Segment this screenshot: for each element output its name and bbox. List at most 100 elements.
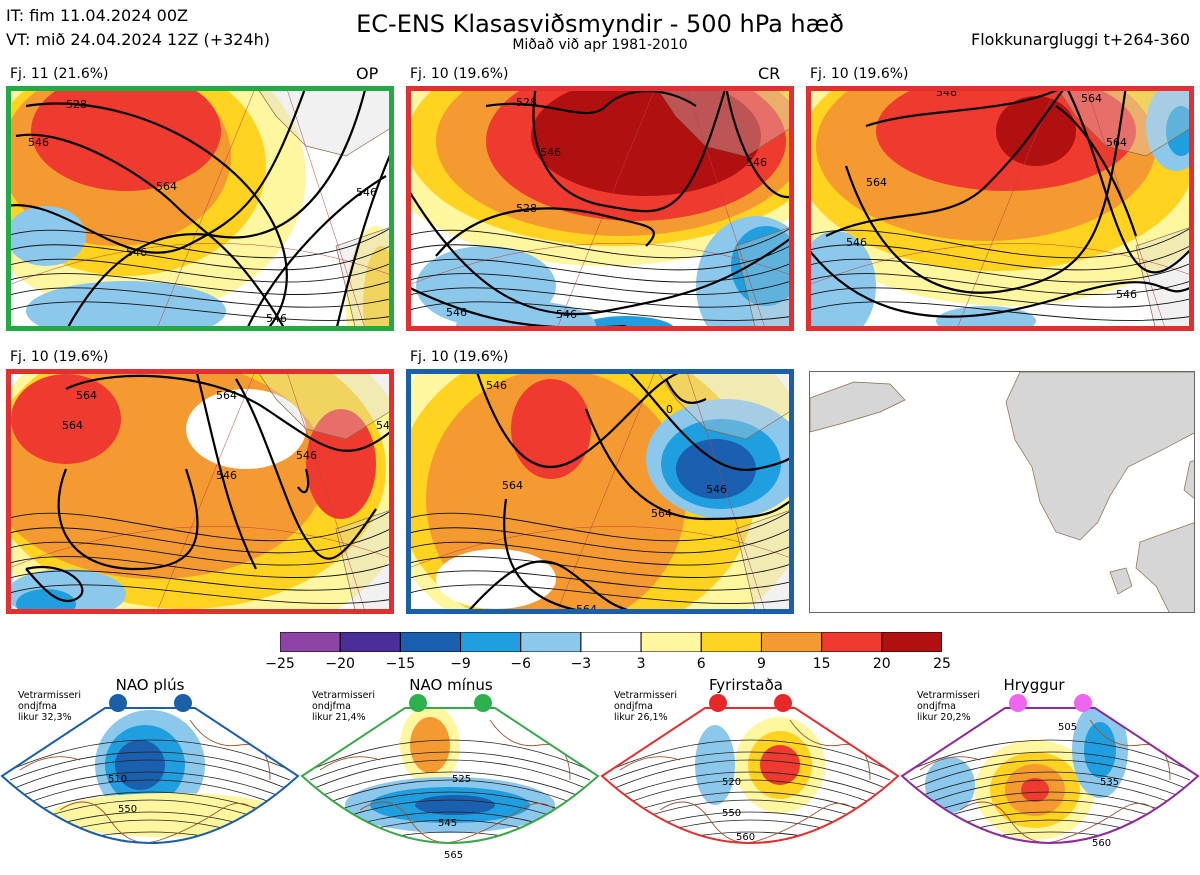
anomaly-area-7 bbox=[16, 589, 76, 614]
cluster-map-3: 546 564 546 564 546 564 bbox=[806, 86, 1194, 331]
panel-border bbox=[6, 86, 394, 331]
land-outline bbox=[255, 369, 394, 614]
land-outline bbox=[1055, 86, 1194, 331]
regime-marker-right bbox=[474, 694, 492, 712]
regime-svg-2: 525 545 565 bbox=[300, 694, 600, 861]
contour-line-5 bbox=[665, 378, 707, 405]
contour-line-1 bbox=[844, 86, 1128, 294]
colorbar-label-6: 3 bbox=[636, 656, 646, 672]
contour-line-5 bbox=[1055, 105, 1138, 237]
regime-svg-3: 520 550 560 bbox=[600, 694, 900, 844]
colorbar-label-10: 20 bbox=[872, 656, 891, 672]
regime-3-title: Fyrirstaða bbox=[709, 676, 783, 694]
contour-label-2: 546 bbox=[216, 469, 237, 482]
regime-contour-label-2: 565 bbox=[444, 850, 463, 861]
height-contours: 528 546 564 546 546 546 bbox=[6, 86, 394, 331]
colorbar-label-3: −9 bbox=[450, 656, 471, 672]
thin-contours bbox=[6, 508, 394, 604]
regime-1-info: Vetrarmisseri ondjfma likur 32,3% bbox=[18, 690, 81, 723]
anomaly-area-5 bbox=[26, 281, 226, 331]
colorbar-label-4: −6 bbox=[510, 656, 532, 672]
colorbar-label-1: −20 bbox=[325, 656, 355, 672]
panel-border bbox=[406, 369, 794, 614]
contour-line-2 bbox=[25, 566, 84, 603]
panel-3-label: Fj. 10 (19.6%) bbox=[810, 66, 909, 82]
regime-contour-label-1: 550 bbox=[118, 804, 137, 815]
panel-5-label: Fj. 10 (19.6%) bbox=[410, 349, 509, 365]
colorbar-swatch-6 bbox=[640, 631, 702, 653]
colorbar-labels: −25 −20 −15 −9 −6 −3 3 6 9 15 20 25 bbox=[0, 656, 1200, 676]
contour-label-2: 546 bbox=[706, 483, 727, 496]
colorbar-swatch-8 bbox=[760, 631, 823, 653]
regime-contour-label-2: 560 bbox=[736, 832, 755, 843]
cluster-map-1: 528 546 564 546 546 546 bbox=[6, 86, 394, 331]
regime-marker-left bbox=[109, 694, 127, 712]
contour-label-2: 528 bbox=[516, 202, 537, 215]
regime-contour-label-0: 505 bbox=[1058, 722, 1077, 733]
anomaly-area-3 bbox=[511, 379, 591, 479]
panel-svg-2: 528 546 528 546 546 546 bbox=[406, 86, 794, 331]
regime-anomaly-7 bbox=[1010, 852, 1046, 864]
colorbar-label-5: −3 bbox=[570, 656, 592, 672]
thin-contours bbox=[6, 225, 394, 321]
contour-label-0: 528 bbox=[66, 98, 87, 111]
contour-line-5 bbox=[724, 86, 794, 199]
regime-2-info: Vetrarmisseri ondjfma likur 21,4% bbox=[312, 690, 375, 723]
anomaly-area-4 bbox=[6, 206, 86, 266]
panel-4-label: Fj. 10 (19.6%) bbox=[10, 349, 109, 365]
regime-2-title: NAO mínus bbox=[409, 676, 493, 694]
anomaly-area-3 bbox=[31, 86, 221, 191]
colorbar-swatch-9 bbox=[821, 631, 883, 653]
page-subtitle: Miðað við apr 1981-2010 bbox=[512, 37, 688, 53]
contour-label-0: 528 bbox=[516, 96, 537, 109]
contour-label-1: 564 bbox=[866, 176, 887, 189]
contour-label-3: 564 bbox=[651, 507, 672, 520]
anomaly-area-6 bbox=[1166, 106, 1194, 156]
regime-anomaly-3 bbox=[1021, 778, 1049, 802]
regime-3-info: Vetrarmisseri ondjfma likur 26,1% bbox=[614, 690, 677, 723]
regime-svg-1: 510 550 bbox=[0, 694, 300, 844]
colorbar-label-11: 25 bbox=[933, 656, 951, 672]
regime-contour-label-2: 560 bbox=[1092, 838, 1111, 849]
contour-label-5: 546 bbox=[356, 186, 377, 199]
contour-line-2 bbox=[625, 369, 794, 472]
contour-label-5: 564 bbox=[1106, 136, 1127, 149]
reference-map bbox=[809, 371, 1195, 613]
regime-marker-left bbox=[709, 694, 727, 712]
contour-label-2: 564 bbox=[156, 180, 177, 193]
contour-line-1 bbox=[532, 86, 728, 213]
thin-contours bbox=[406, 508, 794, 604]
contour-label-3: 546 bbox=[556, 308, 577, 321]
contour-line-3 bbox=[235, 378, 377, 560]
contour-label-3: 546 bbox=[296, 449, 317, 462]
colorbar-swatch-2 bbox=[399, 631, 462, 653]
height-contours: 528 546 528 546 546 546 bbox=[406, 86, 794, 329]
regime-contour-label-0: 510 bbox=[108, 774, 127, 785]
contour-line-0 bbox=[865, 86, 1067, 128]
contour-label-0: 546 bbox=[486, 379, 507, 392]
regime-4-info: Vetrarmisseri ondjfma likur 20,2% bbox=[917, 690, 980, 723]
contour-line-1 bbox=[15, 133, 287, 331]
regime-1-title: NAO plús bbox=[115, 676, 185, 694]
regime-map-nao-plus: 510 550 bbox=[0, 690, 300, 871]
regime-contour-label-0: 525 bbox=[452, 774, 471, 785]
regime-outline bbox=[0, 707, 300, 844]
panel-1-tag: OP bbox=[356, 64, 379, 83]
regime-outline bbox=[900, 707, 1200, 844]
anomaly-area-4 bbox=[306, 409, 376, 519]
contour-line-5 bbox=[334, 145, 394, 331]
contour-label-4: 564 bbox=[216, 389, 237, 402]
contour-label-5: 546 bbox=[746, 156, 767, 169]
contour-label-3: 546 bbox=[126, 246, 147, 259]
anomaly-shading bbox=[806, 86, 1194, 331]
contour-line-2 bbox=[825, 86, 1067, 237]
contour-line-0 bbox=[474, 369, 697, 468]
regime-contour-label-0: 520 bbox=[722, 777, 741, 788]
regime-contour-label-1: 545 bbox=[438, 818, 457, 829]
cluster-map-4: 564 564 546 546 564 546 bbox=[6, 369, 394, 614]
page-title: EC-ENS Klasasviðsmyndir - 500 hPa hæð bbox=[356, 10, 844, 38]
contour-label-1: 546 bbox=[28, 136, 49, 149]
